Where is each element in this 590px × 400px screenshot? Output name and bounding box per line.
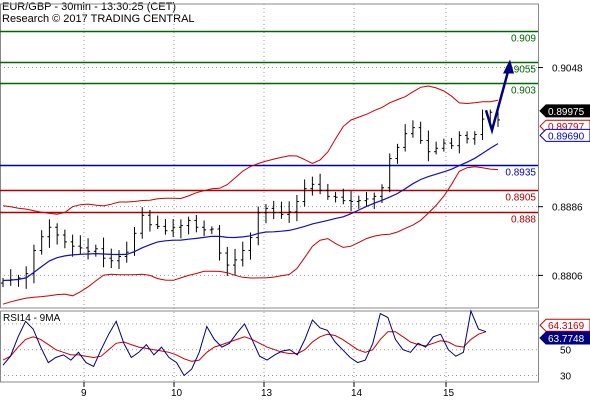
rsi-badge-rsi (539, 331, 590, 345)
y-tick-label: 0.8806 (552, 271, 583, 282)
level-label-support: 0.888 (511, 215, 536, 226)
price-badge-label-bollinger: 0.89797 (548, 122, 585, 133)
y-tick-label: 0.8886 (552, 203, 583, 214)
level-label-resistance: 0.909 (511, 34, 536, 45)
y-tick-label: 0.9048 (552, 64, 583, 75)
price-badge-ma (539, 128, 590, 142)
x-tick-label: 10 (171, 388, 183, 399)
rsi-badge-rsi_ma (539, 318, 590, 332)
level-label-support: 0.8905 (505, 193, 536, 204)
x-tick-label: 13 (261, 388, 273, 399)
level-label-resistance: 0.903 (511, 86, 536, 97)
x-tick-label: 14 (351, 388, 363, 399)
rsi-tick-label: 30 (560, 372, 572, 383)
level-label-resistance: 0.9055 (505, 65, 536, 76)
price-badge-price (539, 104, 590, 118)
level-label-pivot: 0.8935 (505, 168, 536, 179)
bollinger-lower-line (2, 166, 499, 305)
rsi-ma-line (2, 331, 487, 362)
rsi-line (2, 309, 487, 377)
rsi-panel-frame (0, 310, 539, 383)
price-panel-frame (0, 3, 539, 309)
x-tick-label: 15 (443, 388, 455, 399)
price-badge-label-ma: 0.89690 (548, 131, 585, 142)
rsi-title: RSI14 - 9MA (3, 313, 61, 324)
x-tick-label: 9 (81, 388, 87, 399)
rsi-badge-label-rsi: 63.7748 (548, 334, 585, 345)
price-badge-label-price: 0.89975 (548, 107, 585, 118)
chart-copyright: Research © 2017 TRADING CENTRAL (2, 13, 195, 25)
projection-arrow-line (484, 71, 510, 135)
rsi-tick-label: 50 (560, 346, 572, 357)
rsi-badge-label-rsi_ma: 64.3169 (548, 321, 585, 332)
projection-arrow-head (503, 59, 514, 74)
bollinger-upper-line (2, 85, 499, 215)
moving-average-line (2, 143, 499, 282)
